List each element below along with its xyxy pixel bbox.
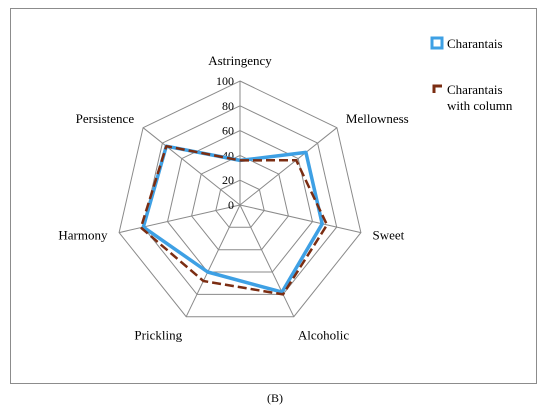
axis-label-mellowness: Mellowness (346, 111, 409, 126)
series-line-1 (139, 144, 329, 296)
radar-axis-labels: Astringency Mellowness Sweet Alcoholic Prick… (58, 53, 408, 342)
grid-ring (118, 80, 362, 318)
grid-spoke (142, 127, 241, 206)
panel-label: (B) (267, 391, 283, 405)
grid-spoke (239, 204, 295, 317)
axis-label-prickling: Prickling (134, 327, 182, 342)
tick-label: 80 (222, 99, 234, 113)
legend-label-1: with column (447, 98, 513, 113)
axis-label-alcoholic: Alcoholic (298, 327, 349, 342)
radar-grid (118, 80, 362, 318)
tick-label: 100 (216, 74, 234, 88)
grid-ring (191, 154, 289, 251)
legend-label-1: Charantais (447, 82, 503, 97)
grid-ring (142, 105, 338, 295)
legend-swatch-0 (430, 36, 444, 50)
tick-label: 60 (222, 124, 234, 138)
legend-label-0: Charantais (447, 36, 503, 51)
radar-series (139, 144, 329, 296)
axis-label-astringency: Astringency (208, 53, 272, 68)
grid-spoke (118, 204, 241, 234)
grid-spoke (185, 204, 241, 317)
tick-label: 20 (222, 173, 234, 187)
axis-label-persistence: Persistence (76, 111, 135, 126)
tick-label: 0 (228, 198, 234, 212)
legend-swatch-1 (432, 84, 442, 93)
axis-label-sweet: Sweet (373, 228, 405, 243)
grid-spoke (239, 127, 338, 206)
chart-frame (10, 8, 537, 384)
grid-spoke (239, 204, 362, 234)
grid-ring (215, 179, 265, 228)
axis-label-harmony: Harmony (58, 228, 108, 243)
